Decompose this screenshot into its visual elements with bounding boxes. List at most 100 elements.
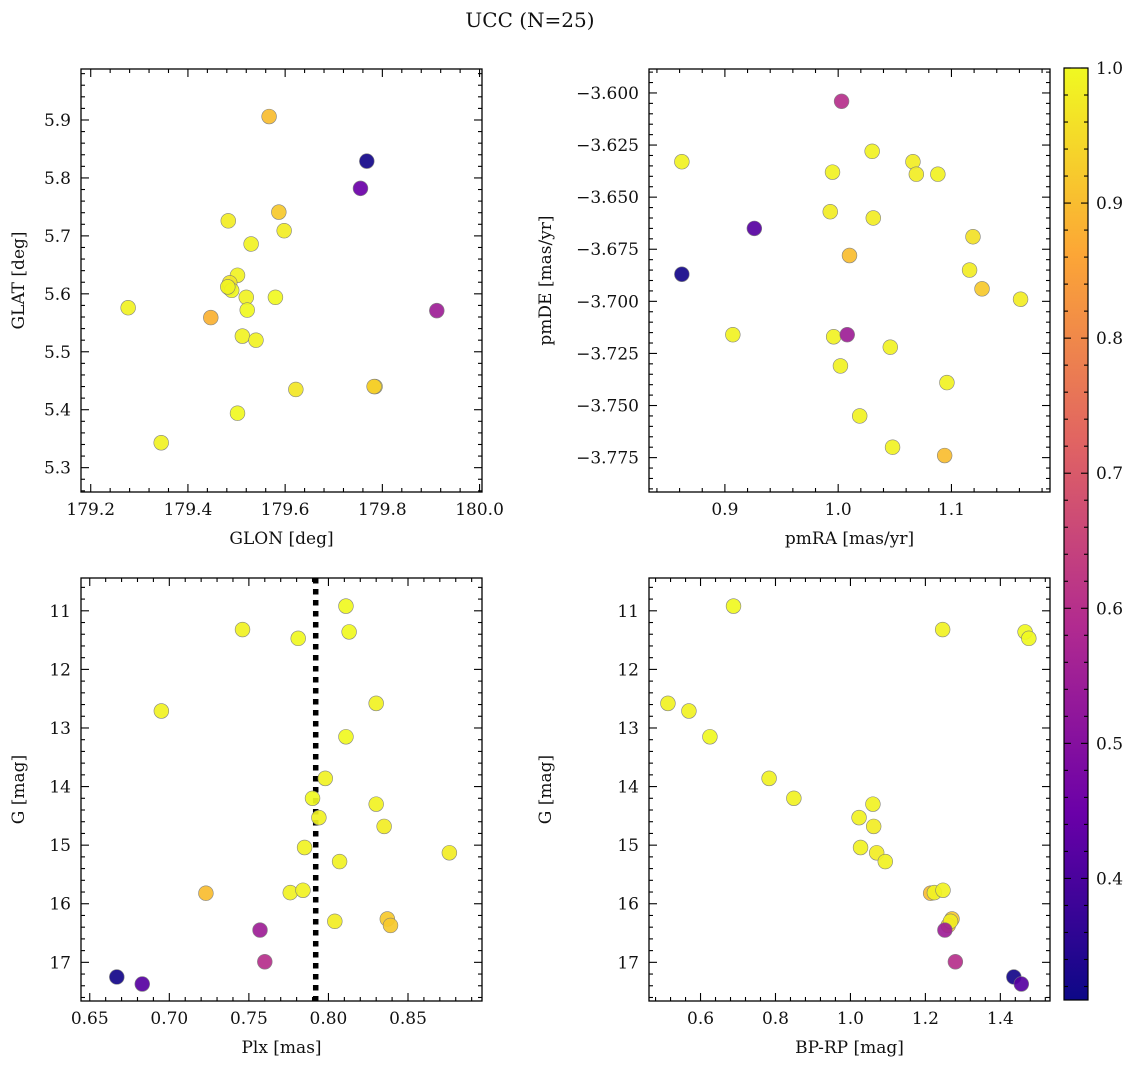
- colorbar-tick-label: 0.7: [1096, 464, 1123, 484]
- colorbar-tick-label: 1.0: [1096, 59, 1123, 79]
- data-point: [864, 143, 880, 160]
- x-tick-label: 179.2: [66, 500, 115, 520]
- data-point: [368, 695, 384, 712]
- data-point: [120, 300, 136, 316]
- data-point: [865, 818, 882, 835]
- y-tick-label: 14: [49, 778, 71, 798]
- data-point: [824, 164, 841, 180]
- data-point: [851, 408, 868, 424]
- data-point: [935, 882, 951, 898]
- data-point: [851, 809, 867, 826]
- data-point: [359, 153, 375, 169]
- data-point: [965, 229, 981, 245]
- y-tick-label: −3.775: [576, 449, 639, 469]
- y-tick-label: −3.675: [576, 240, 639, 260]
- y-tick-label: −3.700: [576, 292, 639, 312]
- data-point: [702, 729, 718, 745]
- data-point: [153, 703, 170, 719]
- y-axis-label: G [mag]: [9, 755, 29, 824]
- data-point: [234, 621, 251, 638]
- y-tick-label: 13: [49, 719, 71, 739]
- data-point: [841, 247, 858, 264]
- y-tick-label: −3.625: [576, 136, 639, 156]
- data-point: [248, 332, 264, 348]
- x-tick-label: 0.85: [389, 1009, 427, 1029]
- colorbar: 0.4 0.5 0.6 0.7 0.8 0.9 1.0: [1063, 59, 1123, 1001]
- y-tick-label: 14: [617, 778, 639, 798]
- colorbar-tick-label: 0.6: [1096, 599, 1123, 619]
- data-point: [304, 790, 321, 806]
- data-point: [939, 374, 955, 391]
- colorbar-tick-label: 0.5: [1096, 734, 1123, 754]
- x-tick-label: 0.80: [310, 1009, 348, 1029]
- data-point: [822, 204, 838, 220]
- data-point: [243, 236, 259, 252]
- data-point: [746, 220, 763, 237]
- x-axis-label: pmRA [mas/yr]: [785, 529, 914, 549]
- y-axis-label: G [mag]: [536, 755, 556, 824]
- data-point: [947, 954, 964, 970]
- data-point: [382, 917, 399, 934]
- data-point: [930, 166, 946, 182]
- data-point: [282, 884, 298, 901]
- x-tick-label: 0.6: [687, 1009, 714, 1029]
- y-tick-label: −3.650: [576, 188, 639, 208]
- axes-frame: [80, 577, 483, 1002]
- data-point: [882, 339, 898, 355]
- data-point: [366, 378, 382, 395]
- data-point: [220, 279, 236, 295]
- y-tick-label: 15: [49, 836, 71, 856]
- y-tick-label: 5.4: [44, 401, 71, 421]
- y-tick-label: 13: [617, 719, 639, 739]
- data-point: [936, 447, 953, 464]
- x-tick-label: 179.4: [164, 500, 213, 520]
- axes-frame: [80, 68, 483, 493]
- data-point: [239, 302, 255, 318]
- data-point: [295, 882, 311, 898]
- x-axis-label: GLON [deg]: [229, 529, 333, 549]
- x-axis-label: BP-RP [mag]: [795, 1038, 904, 1058]
- data-point: [331, 853, 348, 870]
- data-point: [877, 853, 893, 870]
- data-point: [267, 289, 284, 306]
- x-tick-label: 179.8: [358, 500, 407, 520]
- data-point: [311, 809, 327, 826]
- x-tick-label: 1.4: [987, 1009, 1014, 1029]
- y-tick-label: 17: [617, 953, 639, 973]
- data-point: [934, 621, 951, 638]
- y-tick-label: 5.3: [44, 459, 71, 479]
- data-point: [203, 309, 219, 326]
- data-point: [825, 329, 842, 345]
- data-point: [761, 770, 777, 787]
- data-point: [296, 839, 313, 856]
- data-point: [257, 954, 273, 970]
- data-point: [865, 210, 881, 226]
- data-point: [660, 695, 676, 712]
- x-tick-label: 0.8: [762, 1009, 789, 1029]
- data-point: [368, 796, 384, 812]
- data-point: [252, 922, 268, 938]
- panels: 179.2 179.4 179.6 179.8 180.0 5.3 5.4 5.5 5.6 5.7…: [9, 68, 1051, 1058]
- y-tick-label: −3.600: [576, 84, 639, 104]
- data-point: [725, 598, 742, 614]
- x-tick-label: 179.6: [261, 500, 310, 520]
- x-tick-label: 0.65: [71, 1009, 109, 1029]
- y-tick-label: 5.5: [44, 343, 71, 363]
- colorbar-gradient: [1063, 67, 1089, 1001]
- y-tick-label: 16: [49, 895, 71, 915]
- y-tick-label: −3.750: [576, 397, 639, 417]
- data-point: [198, 885, 214, 901]
- panel-glon-glat: 179.2 179.4 179.6 179.8 180.0 5.3 5.4 5.5 5.6 5.7…: [9, 68, 504, 549]
- data-point: [725, 326, 741, 343]
- data-point: [352, 180, 369, 197]
- data-point: [974, 281, 990, 297]
- data-point: [674, 266, 690, 282]
- y-tick-label: 5.8: [44, 169, 71, 189]
- data-point: [852, 839, 869, 856]
- colorbar-tick-label: 0.4: [1096, 869, 1123, 889]
- data-point: [839, 326, 855, 343]
- figure-title: UCC (N=25): [465, 8, 594, 32]
- y-tick-label: 17: [49, 953, 71, 973]
- y-tick-label: 5.7: [44, 227, 71, 247]
